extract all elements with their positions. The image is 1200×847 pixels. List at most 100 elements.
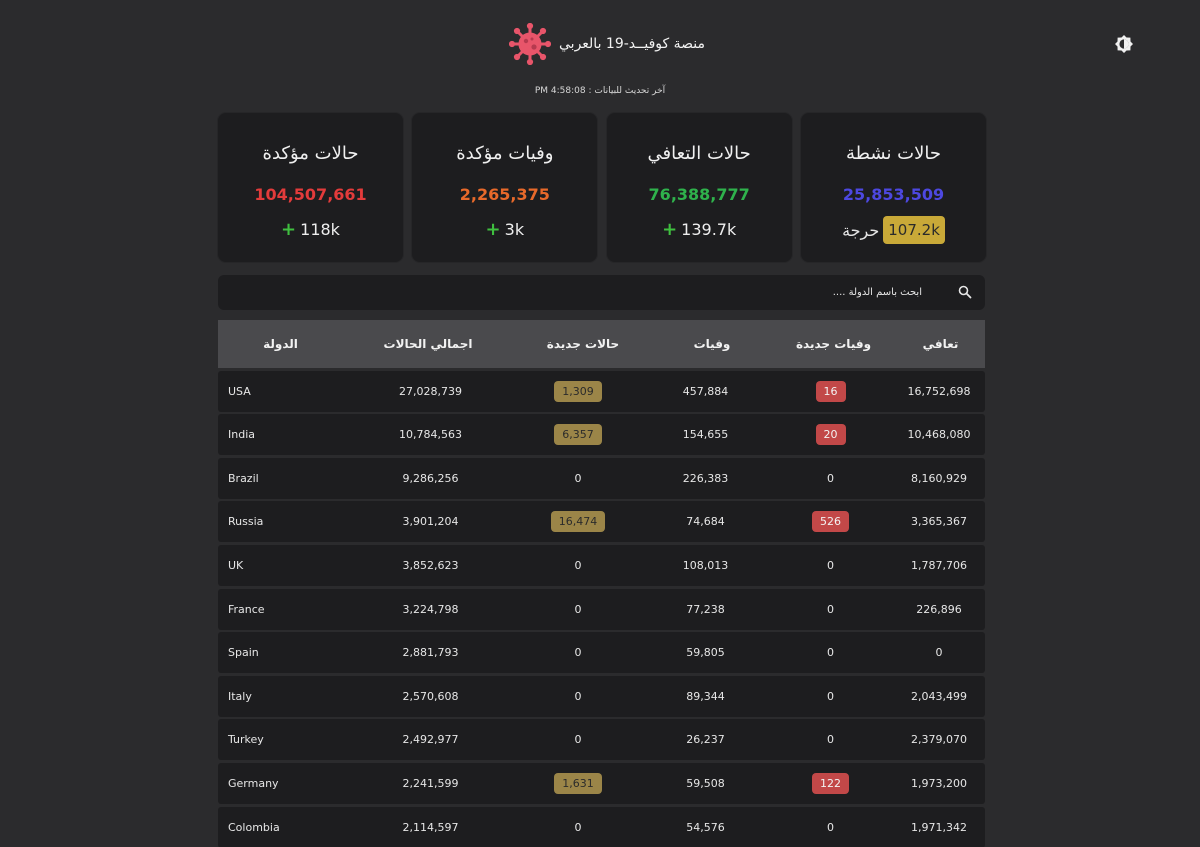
header-new-cases[interactable]: حالات جديدة — [546, 337, 620, 351]
cell-new-cases: 0 — [574, 689, 582, 703]
cell-country: France — [228, 602, 265, 616]
cell-recovered: 226,896 — [916, 602, 962, 616]
table-row[interactable]: Turkey 2,492,977 0 26,237 0 2,379,070 — [218, 719, 985, 761]
cell-country: USA — [228, 384, 251, 398]
table-row[interactable]: Russia 3,901,204 16,474 74,684 526 3,365,367 — [218, 501, 985, 543]
search-icon — [958, 285, 972, 299]
cell-recovered: 1,971,342 — [911, 820, 967, 834]
cell-new-deaths: 122 — [768, 763, 893, 804]
cell-new-cases-badge: 6,357 — [554, 424, 602, 446]
cell-country: UK — [228, 558, 244, 572]
cell-new-cases: 16,474 — [513, 501, 643, 542]
card-change-value: 118k — [300, 220, 340, 239]
cell-total: 2,492,977 — [402, 733, 459, 747]
cell-total: 27,028,739 — [399, 384, 462, 398]
cell-recovered: 1,787,706 — [911, 558, 967, 572]
cell-country: India — [228, 428, 255, 442]
card-change-value: 139.7k — [681, 220, 737, 239]
cell-recovered: 0 — [935, 646, 943, 660]
last-update-time: 4:58:08 PM — [534, 86, 586, 96]
cell-recovered: 1,973,200 — [911, 776, 967, 790]
card-title: حالات مؤكدة — [262, 143, 359, 164]
site-title: منصة كوفيــد-19 بالعربي — [559, 36, 705, 52]
card-title: حالات نشطة — [845, 143, 941, 164]
table-row[interactable]: France 3,224,798 0 77,238 0 226,896 — [218, 588, 985, 630]
virus-icon — [509, 23, 551, 65]
cell-recovered: 2,379,070 — [911, 733, 967, 747]
cell-deaths: 89,344 — [686, 689, 725, 703]
card-recovered: حالات التعافي 76,388,777 + 139.7k — [606, 113, 792, 262]
cell-country: Germany — [228, 776, 279, 790]
cell-deaths: 59,508 — [686, 776, 725, 790]
brand[interactable]: منصة كوفيــد-19 بالعربي — [505, 22, 705, 66]
card-change: + 139.7k — [607, 219, 792, 240]
table-body: USA 27,028,739 1,309 457,884 16 16,752,698 Ind… — [218, 370, 985, 847]
header-new-deaths[interactable]: وفيات جديدة — [795, 337, 872, 351]
cell-total: 3,901,204 — [402, 515, 459, 529]
card-title: وفيات مؤكدة — [456, 143, 554, 164]
cell-total: 9,286,256 — [402, 471, 459, 485]
table-row[interactable]: USA 27,028,739 1,309 457,884 16 16,752,698 — [218, 370, 985, 412]
header-country[interactable]: الدولة — [263, 337, 298, 351]
cell-new-deaths: 20 — [768, 414, 893, 455]
table-row[interactable]: Spain 2,881,793 0 59,805 0 0 — [218, 632, 985, 674]
cell-new-deaths: 526 — [768, 501, 893, 542]
cell-new-deaths-badge: 526 — [812, 511, 849, 533]
cell-deaths: 457,884 — [682, 384, 729, 398]
cell-total: 2,881,793 — [402, 646, 459, 660]
brightness-icon[interactable] — [1114, 34, 1134, 54]
search-input[interactable] — [218, 275, 958, 310]
table-row[interactable]: UK 3,852,623 0 108,013 0 1,787,706 — [218, 544, 985, 586]
cell-recovered: 2,043,499 — [911, 689, 967, 703]
cell-country: Turkey — [228, 733, 264, 747]
cell-country: Spain — [228, 646, 259, 660]
cell-new-cases: 1,631 — [513, 763, 643, 804]
cell-total: 2,570,608 — [402, 689, 459, 703]
card-change: + 118k — [218, 219, 403, 240]
cell-new-cases: 1,309 — [513, 371, 643, 412]
table-row[interactable]: Italy 2,570,608 0 89,344 0 2,043,499 — [218, 675, 985, 717]
critical-label: حرجة — [842, 220, 880, 240]
cell-new-deaths-badge: 20 — [815, 424, 846, 446]
cell-deaths: 26,237 — [686, 733, 725, 747]
cell-new-cases-badge: 1,309 — [554, 380, 602, 402]
cell-deaths: 108,013 — [682, 558, 729, 572]
cell-new-deaths: 0 — [827, 689, 834, 703]
plus-icon: + — [485, 219, 501, 240]
card-value: 2,265,375 — [459, 185, 550, 204]
table-row[interactable]: Brazil 9,286,256 0 226,383 0 8,160,929 — [218, 457, 985, 499]
cell-new-cases-badge: 1,631 — [554, 772, 602, 794]
cell-new-deaths: 0 — [827, 471, 834, 485]
cell-new-deaths-badge: 16 — [815, 380, 846, 402]
card-confirmed: حالات مؤكدة 104,507,661 + 118k — [218, 113, 403, 262]
card-change: + 3k — [412, 219, 597, 240]
table-row[interactable]: Colombia 2,114,597 0 54,576 0 1,971,342 — [218, 806, 985, 847]
header-recovered[interactable]: تعافي — [922, 337, 959, 351]
cell-new-deaths: 0 — [827, 733, 834, 747]
header-total[interactable]: اجمالي الحالات — [383, 337, 473, 351]
cell-recovered: 10,468,080 — [907, 428, 971, 442]
plus-icon: + — [281, 219, 297, 240]
table-row[interactable]: India 10,784,563 6,357 154,655 20 10,468,080 — [218, 414, 985, 456]
cell-new-deaths-badge: 122 — [812, 772, 849, 794]
cell-deaths: 54,576 — [686, 820, 725, 834]
cell-deaths: 59,805 — [686, 646, 725, 660]
table-header: الدولة اجمالي الحالات حالات جديدة وفيات … — [218, 320, 985, 368]
cell-new-deaths: 0 — [827, 558, 834, 572]
cell-new-deaths: 16 — [768, 371, 893, 412]
cell-total: 3,852,623 — [402, 558, 459, 572]
cell-new-cases: 0 — [574, 558, 582, 572]
cell-country: Russia — [228, 515, 264, 529]
cell-country: Italy — [228, 689, 252, 703]
cell-deaths: 154,655 — [682, 428, 729, 442]
table-row[interactable]: Germany 2,241,599 1,631 59,508 122 1,973,200 — [218, 762, 985, 804]
stats-cards: حالات مؤكدة 104,507,661 + 118k وفيات مؤك… — [218, 113, 986, 262]
card-value: 76,388,777 — [648, 185, 750, 204]
card-title: حالات التعافي — [647, 143, 751, 164]
cell-recovered: 3,365,367 — [911, 515, 967, 529]
cell-new-deaths: 0 — [827, 602, 834, 616]
cell-new-cases: 0 — [574, 471, 582, 485]
cell-total: 2,241,599 — [402, 776, 459, 790]
header-deaths[interactable]: وفيات — [693, 337, 731, 351]
last-update: آخر تحديث للبيانات : 4:58:08 PM — [0, 86, 1200, 96]
